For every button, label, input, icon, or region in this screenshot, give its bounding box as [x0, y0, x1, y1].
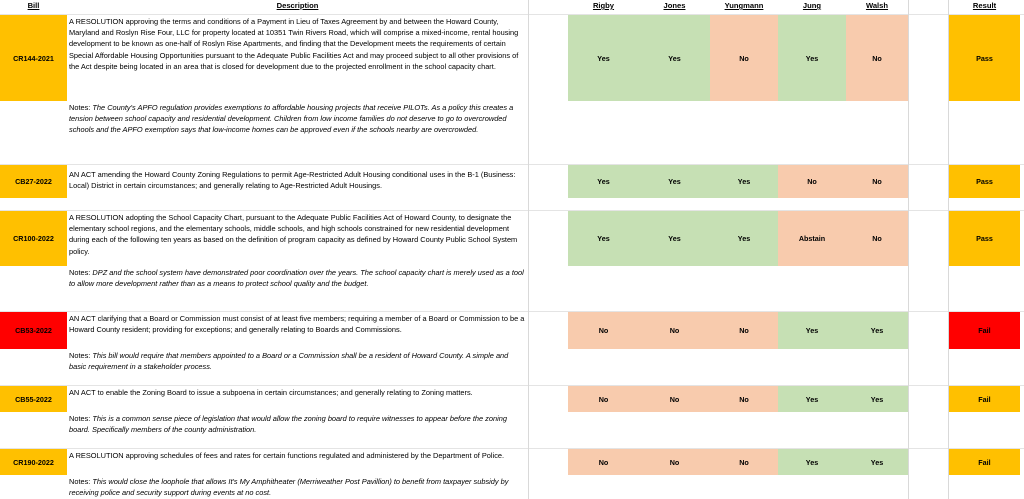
- vote-jones[interactable]: No: [639, 386, 710, 412]
- column-divider: [528, 0, 529, 499]
- notes-text: The County's APFO regulation provides ex…: [69, 103, 514, 135]
- vote-jones[interactable]: No: [639, 312, 710, 349]
- vote-jung[interactable]: Yes: [778, 449, 846, 475]
- vote-rigby[interactable]: No: [568, 312, 639, 349]
- notes-label: Notes:: [69, 103, 93, 112]
- vote-jones[interactable]: Yes: [639, 15, 710, 101]
- row-divider: [0, 210, 1024, 211]
- bill-description[interactable]: AN ACT amending the Howard County Zoning…: [69, 170, 516, 191]
- column-divider: [908, 0, 909, 499]
- vote-rigby[interactable]: No: [568, 386, 639, 412]
- bill-notes[interactable]: Notes: This is a common sense piece of l…: [67, 412, 528, 438]
- vote-rigby[interactable]: Yes: [568, 211, 639, 266]
- bill-notes[interactable]: Notes: DPZ and the school system have de…: [67, 266, 528, 296]
- vote-walsh[interactable]: Yes: [846, 449, 908, 475]
- vote-yungmann[interactable]: No: [710, 15, 778, 101]
- header-walsh: Walsh: [865, 1, 889, 10]
- notes-label: Notes:: [69, 268, 93, 277]
- bill-notes[interactable]: Notes: This would close the loophole tha…: [67, 475, 528, 499]
- header-description: Description: [276, 1, 319, 10]
- result-cell[interactable]: Fail: [949, 312, 1020, 349]
- bill-description[interactable]: A RESOLUTION adopting the School Capacit…: [69, 213, 518, 256]
- vote-yungmann[interactable]: Yes: [710, 211, 778, 266]
- vote-yungmann[interactable]: No: [710, 386, 778, 412]
- notes-text: This is a common sense piece of legislat…: [69, 414, 507, 435]
- header-yungmann: Yungmann: [724, 1, 764, 10]
- vote-jones[interactable]: Yes: [639, 211, 710, 266]
- result-cell[interactable]: Pass: [949, 15, 1020, 101]
- result-cell[interactable]: Pass: [949, 211, 1020, 266]
- vote-jones[interactable]: No: [639, 449, 710, 475]
- bill-notes[interactable]: Notes: The County's APFO regulation prov…: [67, 101, 528, 159]
- vote-walsh[interactable]: No: [846, 165, 908, 198]
- vote-jung[interactable]: No: [778, 165, 846, 198]
- bill-description[interactable]: AN ACT to enable the Zoning Board to iss…: [69, 388, 473, 397]
- vote-jung[interactable]: Yes: [778, 386, 846, 412]
- notes-label: Notes:: [69, 351, 93, 360]
- result-cell[interactable]: Fail: [949, 449, 1020, 475]
- bill-id-cell[interactable]: CR100-2022: [0, 211, 67, 266]
- header-result: Result: [972, 1, 997, 10]
- row-divider: [0, 311, 1024, 312]
- result-cell[interactable]: Pass: [949, 165, 1020, 198]
- vote-rigby[interactable]: Yes: [568, 15, 639, 101]
- notes-text: DPZ and the school system have demonstra…: [69, 268, 524, 289]
- notes-text: This bill would require that members app…: [69, 351, 509, 372]
- vote-yungmann[interactable]: No: [710, 312, 778, 349]
- vote-walsh[interactable]: Yes: [846, 312, 908, 349]
- bill-description[interactable]: AN ACT clarifying that a Board or Commis…: [69, 314, 525, 335]
- bill-id-cell[interactable]: CB53-2022: [0, 312, 67, 349]
- notes-text: This would close the loophole that allow…: [69, 477, 509, 498]
- vote-jung[interactable]: Abstain: [778, 211, 846, 266]
- vote-rigby[interactable]: Yes: [568, 165, 639, 198]
- vote-jung[interactable]: Yes: [778, 15, 846, 101]
- vote-rigby[interactable]: No: [568, 449, 639, 475]
- row-divider: [0, 14, 1024, 15]
- notes-label: Notes:: [69, 414, 93, 423]
- header-jung: Jung: [802, 1, 822, 10]
- vote-yungmann[interactable]: Yes: [710, 165, 778, 198]
- header-jones: Jones: [663, 1, 686, 10]
- vote-walsh[interactable]: Yes: [846, 386, 908, 412]
- result-cell[interactable]: Fail: [949, 386, 1020, 412]
- row-divider: [0, 385, 1024, 386]
- vote-yungmann[interactable]: No: [710, 449, 778, 475]
- bill-description[interactable]: A RESOLUTION approving schedules of fees…: [69, 451, 505, 460]
- vote-jones[interactable]: Yes: [639, 165, 710, 198]
- row-divider: [0, 164, 1024, 165]
- header-rigby: Rigby: [592, 1, 615, 10]
- row-divider: [0, 448, 1024, 449]
- column-divider: [948, 0, 949, 499]
- bill-notes[interactable]: Notes: This bill would require that memb…: [67, 349, 528, 375]
- bill-id-cell[interactable]: CB27-2022: [0, 165, 67, 198]
- bill-id-cell[interactable]: CR144-2021: [0, 15, 67, 101]
- vote-walsh[interactable]: No: [846, 211, 908, 266]
- vote-jung[interactable]: Yes: [778, 312, 846, 349]
- header-bill: Bill: [27, 1, 40, 10]
- bill-description[interactable]: A RESOLUTION approving the terms and con…: [69, 17, 519, 71]
- bill-id-cell[interactable]: CR190-2022: [0, 449, 67, 475]
- vote-walsh[interactable]: No: [846, 15, 908, 101]
- bill-id-cell[interactable]: CB55-2022: [0, 386, 67, 412]
- notes-label: Notes:: [69, 477, 93, 486]
